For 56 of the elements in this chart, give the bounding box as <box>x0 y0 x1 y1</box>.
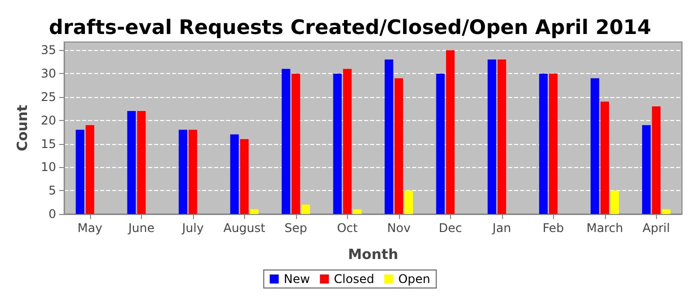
bar <box>343 68 352 214</box>
bar <box>292 74 300 214</box>
bar <box>137 111 146 214</box>
bar <box>652 106 661 214</box>
bar <box>178 130 188 214</box>
x-tick-label: May <box>78 221 102 235</box>
bar <box>539 74 548 214</box>
x-tick-label: Oct <box>336 221 358 235</box>
bar <box>600 102 610 214</box>
x-tick-label: Sep <box>284 221 308 235</box>
x-tick-label: July <box>181 221 204 235</box>
bar <box>188 130 198 214</box>
x-tick-label: Jan <box>492 221 512 235</box>
bar <box>446 50 455 214</box>
bar <box>230 134 239 214</box>
bar <box>498 60 506 214</box>
bar <box>86 125 94 214</box>
chart-title: drafts-eval Requests Created/Closed/Open April 2014 <box>48 15 652 39</box>
x-tick-label: June <box>127 221 154 235</box>
y-tick-label: 20 <box>40 113 56 128</box>
bar <box>394 78 404 214</box>
legend-label: Closed <box>334 272 374 286</box>
y-tick-label: 30 <box>40 66 56 81</box>
bar <box>404 190 413 214</box>
bar <box>662 209 670 214</box>
bar <box>590 78 600 214</box>
y-axis-title: Count <box>15 104 31 152</box>
x-tick-label: Feb <box>542 221 564 235</box>
legend-label: New <box>284 272 310 286</box>
bar <box>76 130 84 214</box>
bar <box>436 74 445 214</box>
bar <box>384 60 394 214</box>
bar <box>250 209 259 214</box>
bar <box>333 74 342 214</box>
x-axis-title: Month <box>348 247 398 263</box>
legend-label: Open <box>398 272 430 286</box>
bar <box>548 74 558 214</box>
y-tick-label: 5 <box>48 184 56 198</box>
x-tick-label: April <box>642 221 670 235</box>
bar <box>610 190 619 214</box>
x-tick-label: March <box>586 221 624 235</box>
x-tick-label: Dec <box>438 221 462 235</box>
bar <box>127 111 136 214</box>
y-tick-label: 15 <box>40 136 56 151</box>
bar <box>352 209 362 214</box>
bar <box>301 204 310 214</box>
bar <box>282 68 290 214</box>
y-tick-label: 10 <box>40 160 56 174</box>
y-tick-label: 0 <box>48 207 56 221</box>
bar <box>488 60 496 214</box>
y-tick-label: 35 <box>40 43 56 58</box>
x-tick-label: Nov <box>387 221 411 235</box>
bar <box>240 139 249 214</box>
bar <box>642 125 651 214</box>
x-tick-label: August <box>223 221 266 235</box>
y-tick-label: 25 <box>40 90 56 104</box>
